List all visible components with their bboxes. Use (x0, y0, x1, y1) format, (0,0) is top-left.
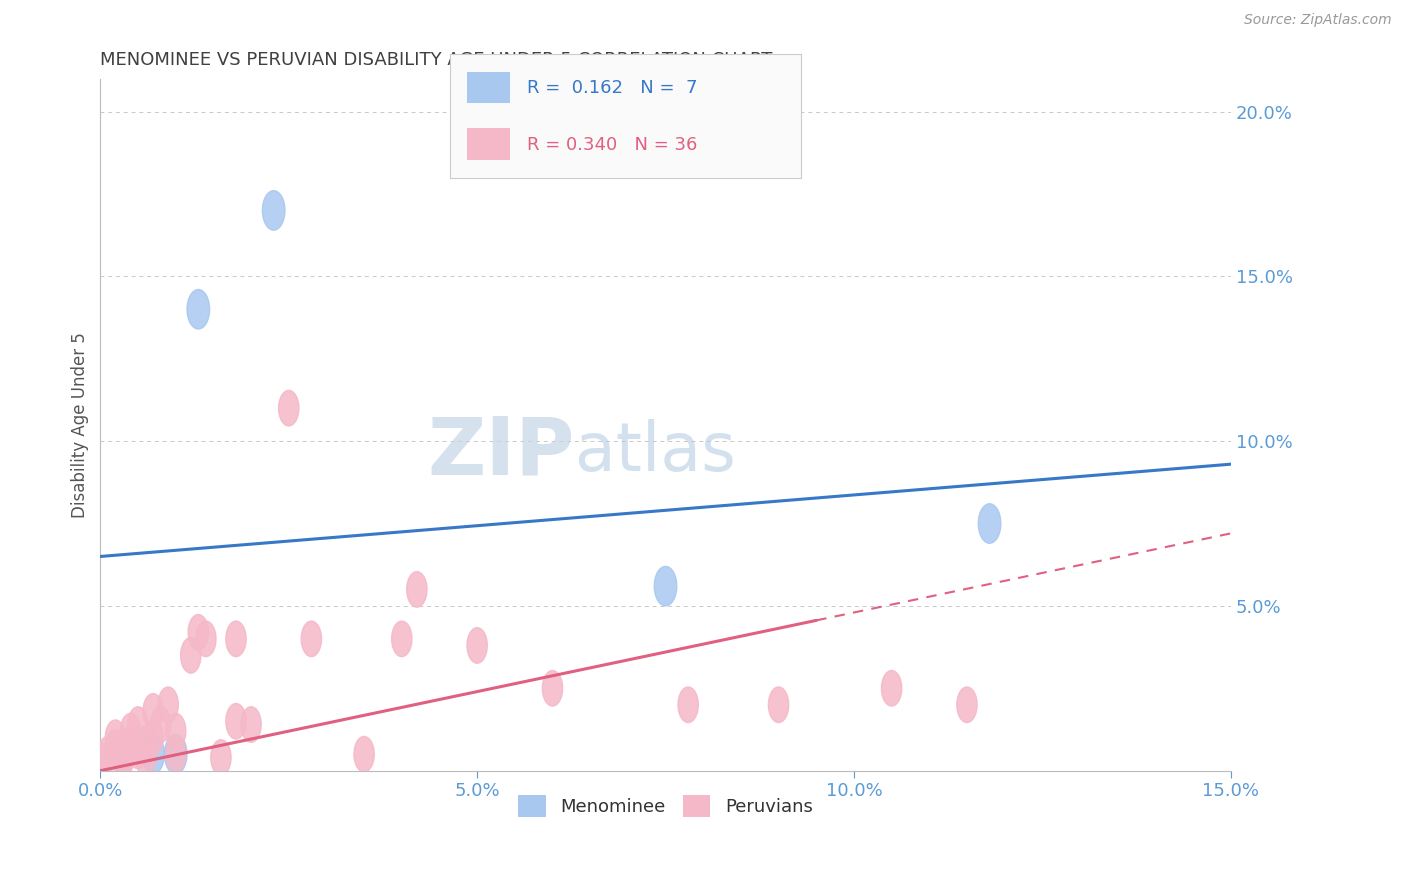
Text: R =  0.162   N =  7: R = 0.162 N = 7 (527, 79, 697, 97)
Ellipse shape (112, 737, 134, 772)
Ellipse shape (195, 621, 217, 657)
Ellipse shape (392, 621, 412, 657)
Ellipse shape (121, 726, 141, 762)
Ellipse shape (467, 628, 488, 664)
Ellipse shape (278, 391, 299, 426)
Ellipse shape (301, 621, 322, 657)
Text: Source: ZipAtlas.com: Source: ZipAtlas.com (1244, 13, 1392, 28)
Ellipse shape (135, 726, 156, 762)
Ellipse shape (543, 671, 562, 706)
Ellipse shape (135, 739, 156, 775)
Ellipse shape (128, 733, 148, 769)
Ellipse shape (105, 730, 125, 765)
Ellipse shape (150, 706, 170, 742)
Ellipse shape (128, 706, 148, 742)
FancyBboxPatch shape (467, 128, 510, 160)
Ellipse shape (111, 734, 134, 774)
Ellipse shape (678, 687, 699, 723)
Ellipse shape (97, 737, 118, 772)
Text: R = 0.340   N = 36: R = 0.340 N = 36 (527, 136, 697, 153)
Ellipse shape (121, 714, 141, 749)
Ellipse shape (157, 687, 179, 723)
Text: MENOMINEE VS PERUVIAN DISABILITY AGE UNDER 5 CORRELATION CHART: MENOMINEE VS PERUVIAN DISABILITY AGE UND… (100, 51, 773, 69)
Ellipse shape (188, 615, 208, 650)
Ellipse shape (226, 621, 246, 657)
Text: ZIP: ZIP (427, 413, 575, 491)
Legend: Menominee, Peruvians: Menominee, Peruvians (512, 788, 820, 824)
Ellipse shape (406, 572, 427, 607)
Ellipse shape (143, 720, 163, 756)
Ellipse shape (90, 743, 111, 779)
Ellipse shape (211, 739, 231, 775)
Ellipse shape (882, 671, 901, 706)
Ellipse shape (166, 737, 186, 772)
Ellipse shape (165, 734, 187, 774)
FancyBboxPatch shape (467, 72, 510, 103)
Ellipse shape (105, 720, 125, 756)
Ellipse shape (187, 290, 209, 329)
Ellipse shape (263, 191, 285, 230)
Ellipse shape (240, 706, 262, 742)
Ellipse shape (354, 737, 374, 772)
Ellipse shape (166, 714, 186, 749)
Ellipse shape (654, 566, 676, 606)
Ellipse shape (957, 687, 977, 723)
Ellipse shape (143, 694, 163, 729)
Text: atlas: atlas (575, 419, 735, 485)
Ellipse shape (180, 638, 201, 673)
Y-axis label: Disability Age Under 5: Disability Age Under 5 (72, 332, 89, 517)
Ellipse shape (979, 504, 1001, 543)
Ellipse shape (226, 704, 246, 739)
Ellipse shape (112, 743, 134, 779)
Ellipse shape (142, 734, 165, 774)
Ellipse shape (769, 687, 789, 723)
